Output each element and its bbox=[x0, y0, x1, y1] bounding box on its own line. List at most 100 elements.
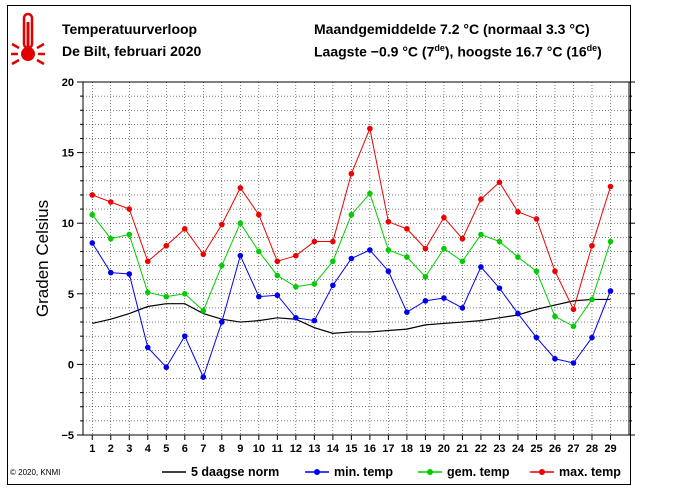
data-point bbox=[607, 288, 614, 294]
data-point bbox=[237, 220, 244, 226]
data-point bbox=[515, 310, 521, 317]
data-point bbox=[144, 258, 151, 265]
data-point bbox=[107, 269, 114, 276]
data-point bbox=[459, 235, 466, 242]
x-tick-label: 16 bbox=[364, 443, 376, 455]
data-point bbox=[330, 258, 336, 265]
y-tick-label: 15 bbox=[62, 148, 74, 160]
x-tick-label: 5 bbox=[163, 443, 169, 455]
data-point bbox=[422, 245, 429, 252]
x-tick-label: 13 bbox=[308, 443, 320, 455]
data-point bbox=[441, 295, 447, 301]
x-tick-label: 21 bbox=[456, 443, 468, 455]
data-point bbox=[570, 360, 577, 366]
x-tick-label: 6 bbox=[182, 443, 188, 455]
data-point bbox=[515, 209, 521, 215]
x-tick-label: 11 bbox=[272, 443, 284, 455]
data-point bbox=[367, 125, 373, 132]
data-point bbox=[200, 307, 207, 314]
data-point bbox=[441, 245, 447, 252]
legend-marker bbox=[314, 469, 320, 475]
data-point bbox=[256, 211, 262, 218]
data-point bbox=[496, 238, 503, 245]
x-tick-label: 4 bbox=[145, 443, 152, 455]
data-point bbox=[163, 293, 170, 300]
series-line-3 bbox=[92, 126, 611, 311]
y-tick-label: 5 bbox=[68, 289, 74, 301]
data-point bbox=[89, 240, 96, 246]
x-tick-label: 18 bbox=[401, 443, 413, 455]
data-point bbox=[219, 221, 225, 228]
x-tick-label: 24 bbox=[512, 443, 525, 455]
y-tick-label: 0 bbox=[68, 359, 74, 371]
legend-label: gem. temp bbox=[447, 465, 510, 479]
data-point bbox=[367, 247, 373, 253]
data-point bbox=[237, 252, 244, 259]
data-point bbox=[126, 206, 133, 212]
legend-marker bbox=[427, 469, 433, 475]
chart-subtitle: De Bilt, februari 2020 bbox=[62, 43, 202, 59]
x-tick-label: 25 bbox=[530, 443, 542, 455]
data-point bbox=[404, 309, 410, 315]
data-point bbox=[459, 305, 466, 311]
data-point bbox=[478, 231, 484, 238]
data-point bbox=[367, 190, 373, 197]
data-point bbox=[570, 323, 577, 330]
x-tick-label: 23 bbox=[493, 443, 505, 455]
data-point bbox=[570, 306, 577, 313]
data-point bbox=[533, 268, 540, 275]
series-line-0 bbox=[92, 298, 611, 334]
data-point bbox=[89, 192, 96, 198]
data-point bbox=[459, 258, 466, 265]
x-tick-label: 1 bbox=[89, 443, 95, 455]
data-point bbox=[219, 319, 225, 325]
x-tick-label: 26 bbox=[549, 443, 561, 455]
data-point bbox=[107, 235, 114, 242]
data-point bbox=[200, 251, 207, 258]
legend-label: max. temp bbox=[559, 465, 621, 479]
x-tick-label: 12 bbox=[290, 443, 302, 455]
data-point bbox=[89, 211, 96, 218]
data-point bbox=[274, 258, 281, 265]
data-point bbox=[330, 238, 336, 245]
data-point bbox=[348, 170, 355, 177]
data-point bbox=[607, 238, 614, 245]
data-point bbox=[552, 313, 558, 320]
data-point bbox=[515, 254, 521, 260]
data-point bbox=[311, 238, 318, 245]
legend-marker bbox=[539, 469, 545, 475]
y-axis-label: Graden Celsius bbox=[33, 200, 52, 317]
legend-label: 5 daagse norm bbox=[191, 465, 279, 479]
data-point bbox=[385, 268, 392, 275]
data-point bbox=[589, 334, 595, 341]
data-point bbox=[385, 218, 392, 225]
x-tick-label: 10 bbox=[253, 443, 265, 455]
data-point bbox=[293, 315, 299, 321]
thermometer-icon bbox=[11, 12, 45, 66]
data-point bbox=[311, 281, 318, 287]
data-point bbox=[330, 282, 336, 289]
x-tick-label: 2 bbox=[108, 443, 114, 455]
y-tick-label: 20 bbox=[62, 77, 74, 89]
x-tick-label: 20 bbox=[438, 443, 450, 455]
data-point bbox=[293, 283, 299, 290]
x-tick-label: 22 bbox=[475, 443, 487, 455]
data-point bbox=[237, 185, 244, 191]
data-point bbox=[144, 344, 151, 351]
y-tick-label: 10 bbox=[62, 218, 74, 230]
data-point bbox=[404, 226, 410, 232]
x-tick-label: 3 bbox=[126, 443, 132, 455]
y-tick-label: −5 bbox=[61, 430, 74, 442]
legend-label: min. temp bbox=[334, 465, 393, 479]
data-point bbox=[478, 196, 484, 202]
data-point bbox=[256, 248, 262, 255]
data-point bbox=[607, 183, 614, 190]
data-point bbox=[478, 264, 484, 270]
data-point bbox=[219, 262, 225, 269]
chart-title: Temperatuurverloop bbox=[62, 21, 198, 37]
data-point bbox=[274, 272, 281, 279]
data-point bbox=[126, 271, 133, 277]
data-point bbox=[348, 211, 355, 218]
x-tick-label: 15 bbox=[345, 443, 357, 455]
